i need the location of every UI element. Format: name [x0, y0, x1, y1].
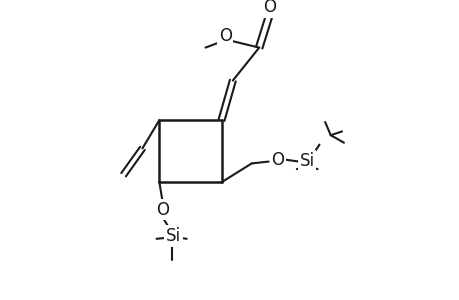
Text: O: O: [218, 27, 231, 45]
Text: Si: Si: [299, 152, 314, 169]
Text: Si: Si: [166, 227, 181, 245]
Text: O: O: [271, 151, 284, 169]
Text: O: O: [263, 0, 275, 16]
Text: O: O: [155, 201, 168, 219]
